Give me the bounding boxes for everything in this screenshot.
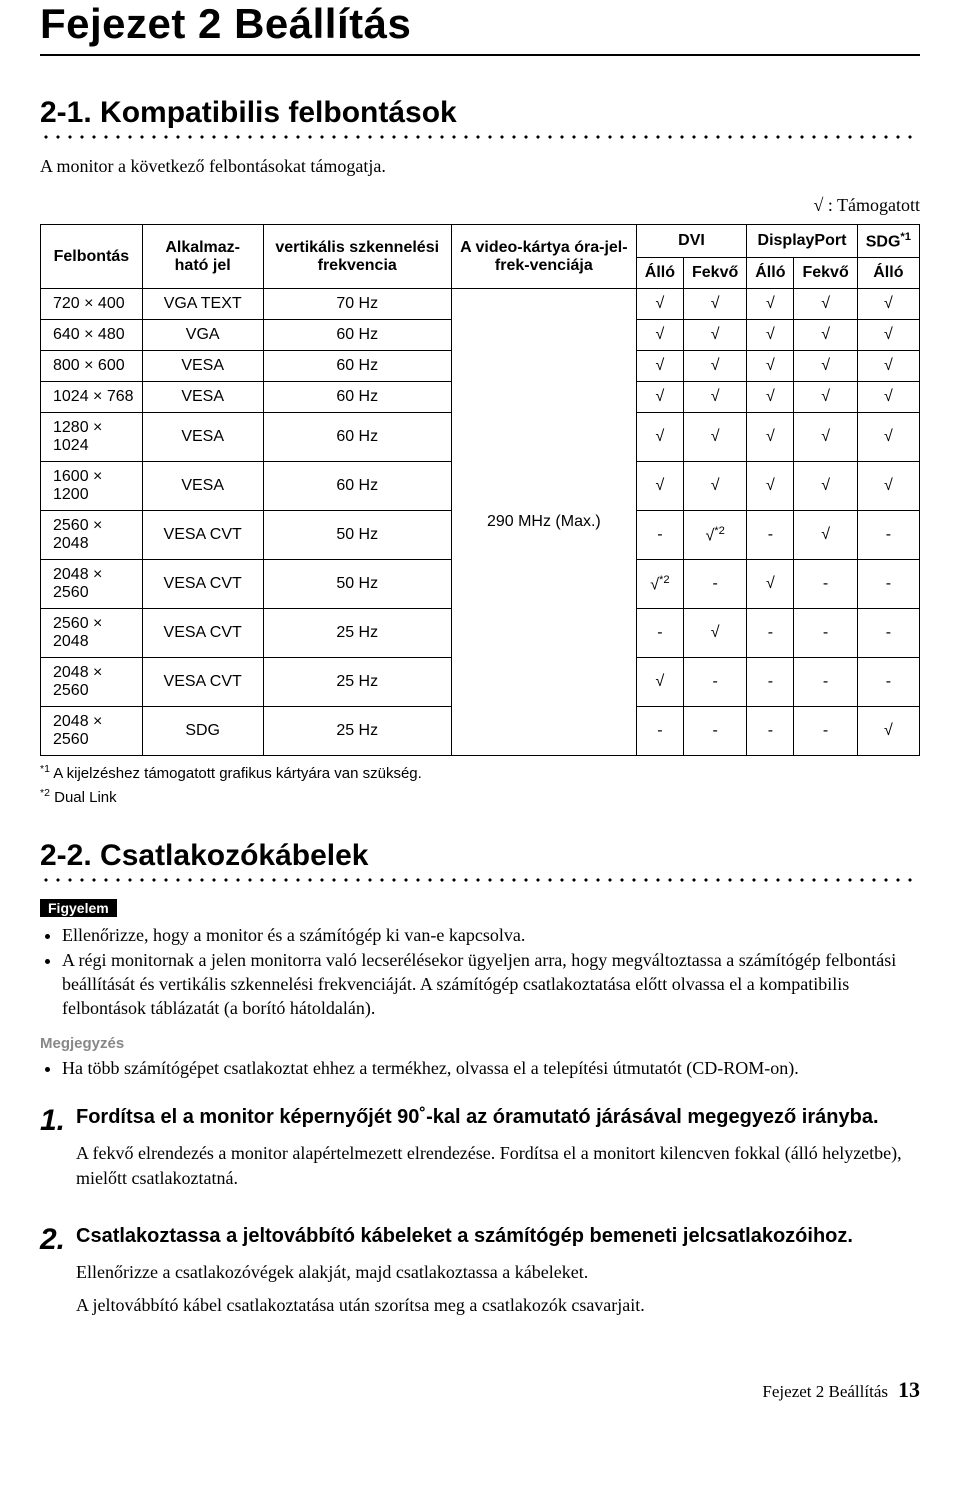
step-text: A jeltovábbító kábel csatlakoztatása utá… — [76, 1293, 920, 1318]
list-item: A régi monitornak a jelen monitorra való… — [62, 948, 920, 1021]
col-sdg-allo: Álló — [857, 258, 919, 289]
clock-cell: 290 MHz (Max.) — [451, 289, 636, 756]
col-dp-allo: Álló — [747, 258, 794, 289]
table-legend: √ : Támogatott — [40, 195, 920, 216]
col-dp-fekvo: Fekvő — [794, 258, 857, 289]
col-dp: DisplayPort — [747, 225, 857, 258]
step-number: 1. — [40, 1104, 76, 1199]
step: 1.Fordítsa el a monitor képernyőjét 90˚-… — [40, 1104, 920, 1199]
col-resolution: Felbontás — [41, 225, 143, 289]
step-title: Fordítsa el a monitor képernyőjét 90˚-ka… — [76, 1104, 920, 1131]
section-divider — [40, 877, 920, 883]
step-text: A fekvő elrendezés a monitor alapértelme… — [76, 1141, 920, 1191]
chapter-title: Fejezet 2 Beállítás — [40, 0, 920, 56]
col-dvi-allo: Álló — [636, 258, 683, 289]
col-vfreq: vertikális szkennelési frekvencia — [263, 225, 451, 289]
table-footnotes: *1 A kijelzéshez támogatott grafikus kár… — [40, 762, 920, 809]
list-item: Ellenőrizze, hogy a monitor és a számító… — [62, 923, 920, 947]
table-row: 720 × 400VGA TEXT70 Hz290 MHz (Max.)√√√√… — [41, 289, 920, 320]
step-text: Ellenőrizze a csatlakozóvégek alakját, m… — [76, 1260, 920, 1285]
step: 2.Csatlakoztassa a jeltovábbító kábeleke… — [40, 1223, 920, 1326]
col-clock: A video-kártya óra-jel-frek-venciája — [451, 225, 636, 289]
step-number: 2. — [40, 1223, 76, 1326]
attention-label: Figyelem — [40, 899, 117, 917]
col-dvi: DVI — [636, 225, 746, 258]
note-list: Ha több számítógépet csatlakoztat ehhez … — [40, 1056, 920, 1080]
list-item: Ha több számítógépet csatlakoztat ehhez … — [62, 1056, 920, 1080]
col-dvi-fekvo: Fekvő — [684, 258, 747, 289]
section-2-2-title: 2-2. Csatlakozókábelek — [40, 839, 920, 873]
page-footer: Fejezet 2 Beállítás13 — [40, 1377, 920, 1403]
resolution-table: Felbontás Alkalmaz-ható jel vertikális s… — [40, 224, 920, 756]
section-2-1-intro: A monitor a következő felbontásokat támo… — [40, 156, 920, 177]
section-2-1-title: 2-1. Kompatibilis felbontások — [40, 96, 920, 130]
col-sdg: SDG*1 — [857, 225, 919, 258]
note-label: Megjegyzés — [40, 1035, 124, 1052]
step-title: Csatlakoztassa a jeltovábbító kábeleket … — [76, 1223, 920, 1250]
col-signal: Alkalmaz-ható jel — [142, 225, 263, 289]
attention-list: Ellenőrizze, hogy a monitor és a számító… — [40, 923, 920, 1020]
section-divider — [40, 134, 920, 140]
